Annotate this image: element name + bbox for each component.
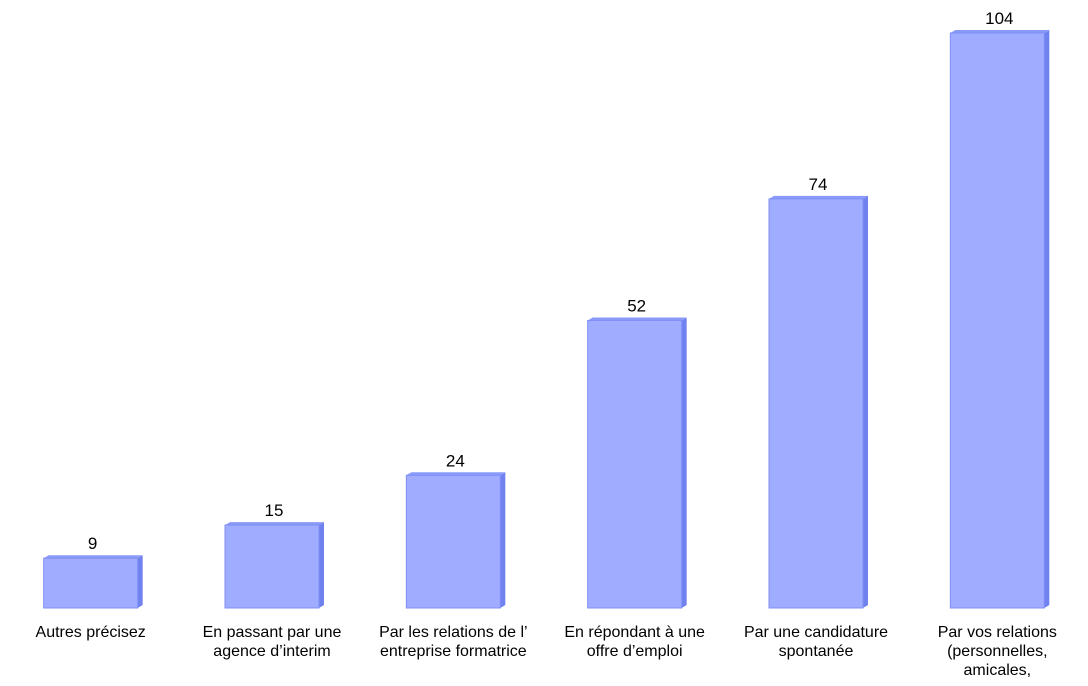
bar-top-face	[950, 30, 1050, 33]
bar-front-face	[224, 524, 320, 609]
bar-3	[405, 472, 506, 609]
data-label: 9	[88, 534, 97, 553]
category-label: En passant par une agence d’interim	[203, 624, 342, 660]
bar-side-face	[863, 195, 868, 608]
bar-side-face	[681, 317, 687, 608]
bar-front-face	[949, 32, 1045, 609]
bar-front-face	[768, 198, 864, 609]
data-label: 24	[446, 451, 465, 470]
bar-top-face	[43, 555, 143, 559]
bar-side-face	[1044, 30, 1050, 608]
data-label: 52	[627, 297, 646, 316]
bar-4	[587, 317, 687, 609]
value-labels-group: 9 15 24 52 74 104	[88, 9, 1014, 553]
bar-side-face	[137, 555, 143, 608]
bar-1	[43, 555, 143, 609]
bar-side-face	[500, 472, 506, 608]
bar-top-face	[769, 195, 868, 199]
category-label: Autres précisez	[36, 624, 146, 641]
bars-group	[43, 30, 1050, 609]
category-label: Par les relations de l’ entreprise format…	[379, 624, 528, 660]
category-label: En répondant à une offre d’emploi	[564, 624, 705, 660]
bar-top-face	[225, 522, 324, 526]
bar-top-face	[406, 472, 506, 476]
data-label: 104	[985, 9, 1013, 28]
bar-top-face	[587, 317, 687, 321]
bar-5	[768, 195, 868, 609]
bar-front-face	[587, 320, 683, 609]
category-label: Par une candidature spontanée	[744, 624, 888, 660]
bar-front-face	[405, 474, 501, 609]
category-labels-group: Autres précisez En passant par une agence …	[36, 624, 1057, 679]
bar-side-face	[319, 522, 324, 608]
bar-6	[949, 30, 1050, 609]
data-label: 15	[265, 501, 284, 520]
bar-2	[224, 522, 324, 609]
category-label: Par vos relations (personnelles, amicales,	[938, 624, 1057, 679]
bar-front-face	[43, 557, 139, 609]
data-label: 74	[809, 175, 828, 194]
